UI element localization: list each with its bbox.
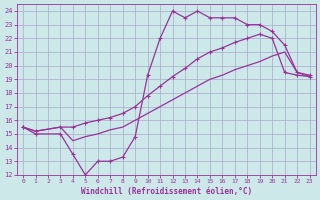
X-axis label: Windchill (Refroidissement éolien,°C): Windchill (Refroidissement éolien,°C) bbox=[81, 187, 252, 196]
